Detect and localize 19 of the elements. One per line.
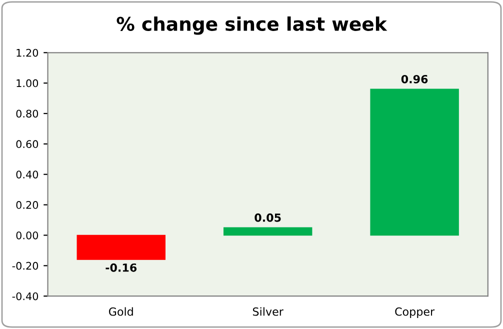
- bar: [370, 88, 459, 236]
- y-tick-label: 0.40: [16, 170, 38, 178]
- chart-title: % change since last week: [116, 16, 388, 35]
- y-tick-label: 1.20: [16, 48, 38, 57]
- y-tick-label: 0.20: [16, 201, 38, 209]
- y-tick-label: 1.00: [16, 79, 38, 88]
- data-label: -0.16: [106, 263, 137, 272]
- data-label: 0.96: [401, 74, 428, 84]
- bar: [76, 234, 166, 260]
- x-tick-label: Gold: [108, 307, 133, 316]
- y-tick-label: -0.40: [12, 292, 38, 300]
- x-tick-label: Copper: [395, 307, 435, 318]
- data-label: 0.05: [254, 213, 281, 222]
- y-tick-label: 0.60: [16, 140, 38, 148]
- y-tick-label: -0.20: [12, 262, 38, 270]
- y-tick-label: 0.80: [16, 110, 38, 118]
- y-tick-label: 0.00: [16, 231, 38, 240]
- bar: [223, 227, 312, 236]
- x-tick-label: Silver: [252, 307, 284, 316]
